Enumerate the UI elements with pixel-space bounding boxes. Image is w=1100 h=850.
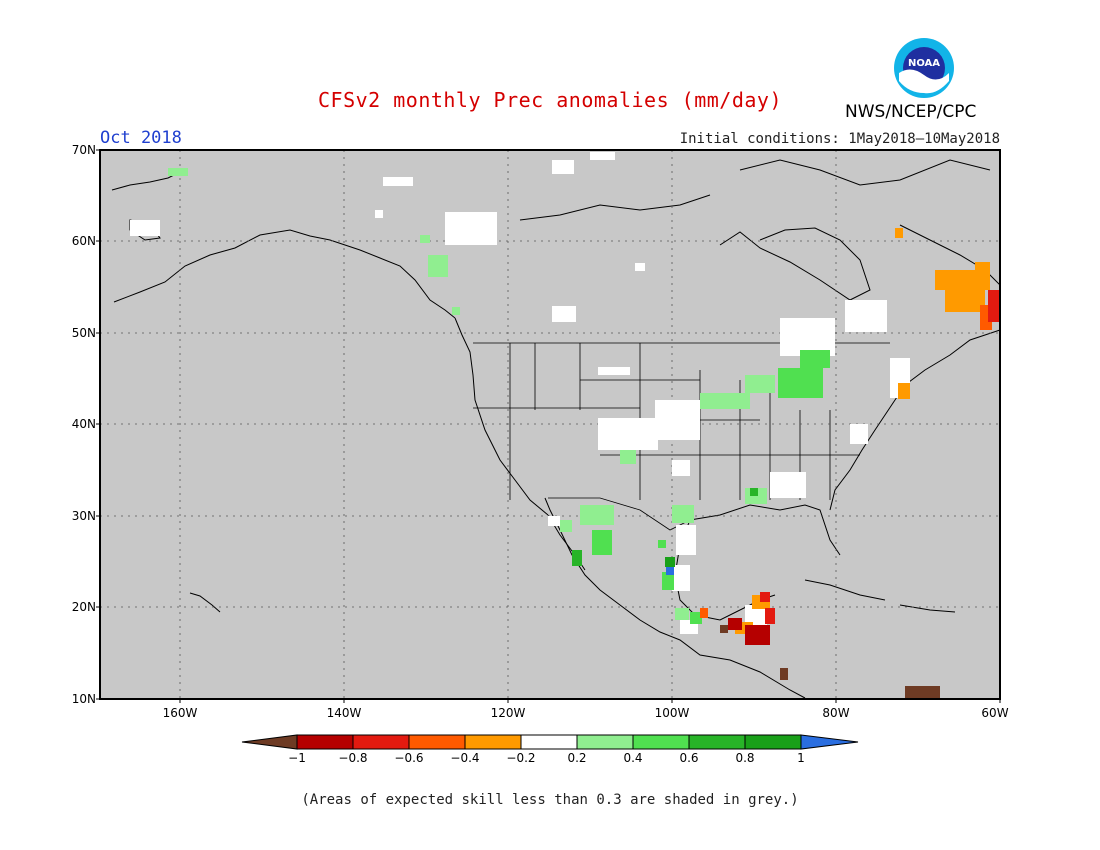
map-frame xyxy=(99,149,1001,700)
map-area xyxy=(100,150,1000,699)
colorbar-high-arrow xyxy=(800,734,859,750)
lon-label: 160W xyxy=(162,706,198,720)
colorbar-label: 0.6 xyxy=(679,751,699,765)
political-borders xyxy=(473,342,890,531)
lon-label: 140W xyxy=(326,706,362,720)
colorbar-swatch xyxy=(408,734,466,750)
lat-label: 60N xyxy=(71,234,96,248)
colorbar-label: 0.4 xyxy=(623,751,643,765)
colorbar-label: −0.4 xyxy=(450,751,480,765)
colorbar xyxy=(241,734,859,750)
lat-label: 40N xyxy=(71,417,96,431)
forecast-month: Oct 2018 xyxy=(100,128,182,148)
colorbar-label: −0.2 xyxy=(506,751,536,765)
agency-label: NWS/NCEP/CPC xyxy=(845,102,977,122)
chart-title: CFSv2 monthly Prec anomalies (mm/day) xyxy=(317,88,783,112)
lat-lon-grid xyxy=(100,150,1000,699)
lon-label: 120W xyxy=(490,706,526,720)
svg-text:NOAA: NOAA xyxy=(908,58,940,69)
colorbar-label: −1 xyxy=(288,751,306,765)
lat-label: 30N xyxy=(71,509,96,523)
lon-label: 80W xyxy=(822,706,850,720)
colorbar-swatch xyxy=(296,734,354,750)
colorbar-label: 0.8 xyxy=(735,751,755,765)
colorbar-label: −0.6 xyxy=(394,751,424,765)
lat-label: 10N xyxy=(71,692,96,706)
noaa-logo-icon: NOAA xyxy=(894,38,954,98)
colorbar-swatch xyxy=(744,734,802,750)
anomaly-cells xyxy=(130,152,1000,699)
coastlines xyxy=(111,159,1001,699)
colorbar-swatch xyxy=(632,734,690,750)
lon-label: 100W xyxy=(654,706,690,720)
colorbar-swatch xyxy=(464,734,522,750)
lat-label: 70N xyxy=(71,143,96,157)
colorbar-swatch xyxy=(352,734,410,750)
skill-note: (Areas of expected skill less than 0.3 a… xyxy=(301,792,799,808)
lon-label: 60W xyxy=(981,706,1009,720)
colorbar-label: 0.2 xyxy=(567,751,587,765)
colorbar-swatch xyxy=(576,734,634,750)
colorbar-swatch xyxy=(688,734,746,750)
lat-label: 50N xyxy=(71,326,96,340)
lat-label: 20N xyxy=(71,600,96,614)
colorbar-label: −0.8 xyxy=(338,751,368,765)
colorbar-swatch xyxy=(520,734,578,750)
initial-conditions: Initial conditions: 1May2018—10May2018 xyxy=(679,131,1000,147)
colorbar-low-arrow xyxy=(241,734,298,750)
axis-ticks xyxy=(96,149,1001,703)
colorbar-label: 1 xyxy=(797,751,805,765)
